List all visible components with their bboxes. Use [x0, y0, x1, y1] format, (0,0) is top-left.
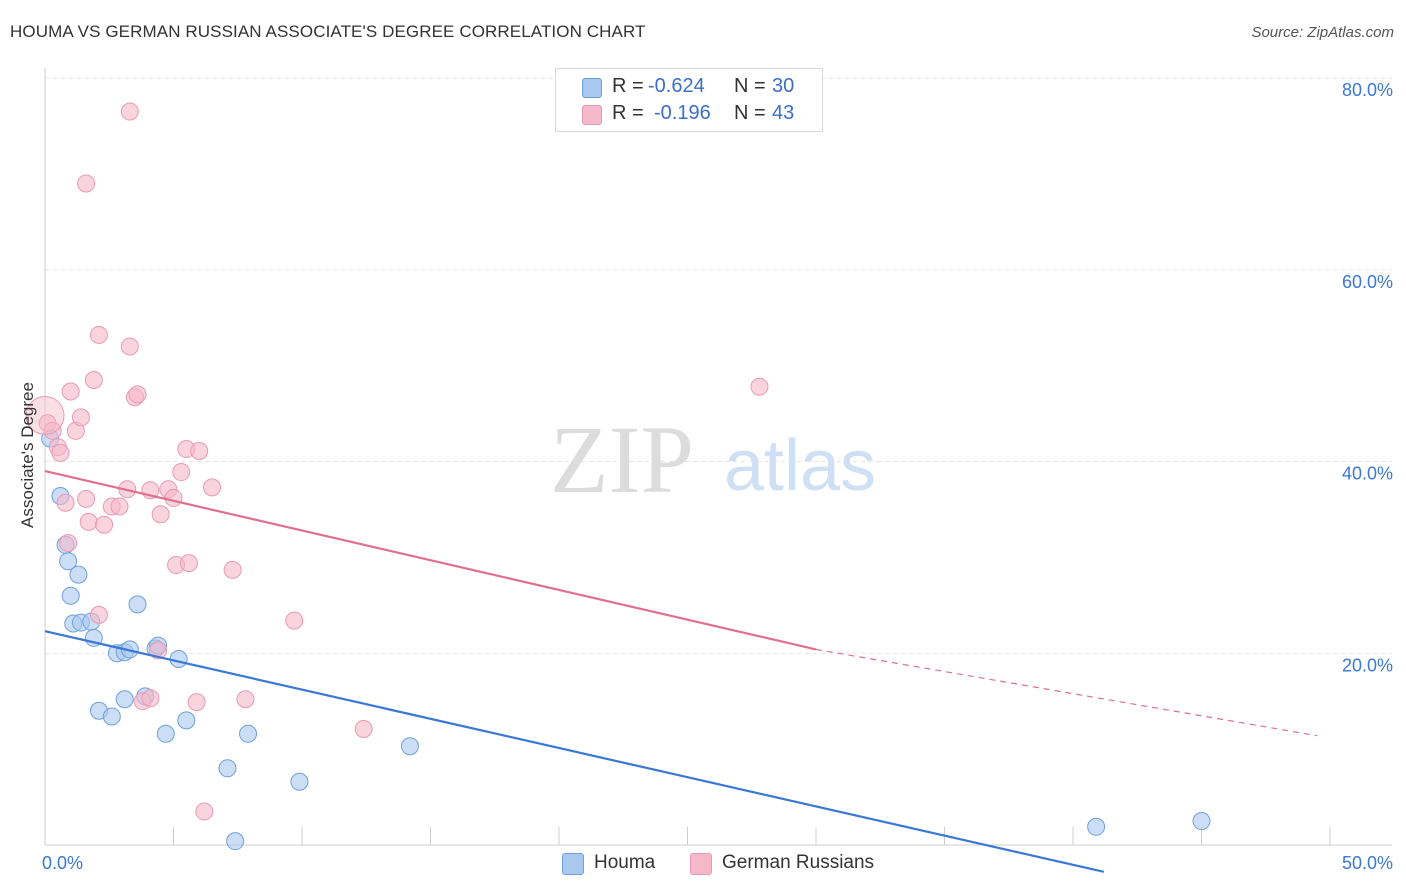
houma-point [59, 552, 78, 571]
houma-point [239, 724, 258, 743]
german-russians-point [51, 443, 70, 462]
bottom-legend-label: German Russians [722, 852, 875, 873]
german-russians-point [187, 693, 206, 712]
chart-title: HOUMA VS GERMAN RUSSIAN ASSOCIATE'S DEGR… [10, 22, 646, 41]
n-label: N = [734, 75, 766, 97]
german-russians-point [71, 408, 90, 427]
y-tick-label: 80.0% [1342, 80, 1393, 100]
houma-point [218, 759, 237, 778]
german-russians-point [79, 512, 98, 531]
houma-point [69, 565, 88, 584]
watermark-atlas: atlas [724, 426, 876, 506]
r-label: R = [612, 102, 644, 124]
legend-row-german-russians: R = -0.196 N = 43 [556, 100, 822, 126]
houma-point [400, 737, 419, 756]
german-russians-point [354, 719, 373, 738]
houma-point [290, 772, 309, 791]
german-russians-point [95, 515, 114, 534]
houma-point [169, 650, 188, 669]
watermark-zip: ZIP [550, 406, 694, 513]
legend-swatch-houma [582, 78, 602, 98]
german-russians-point [89, 605, 108, 624]
legend-row-houma: R = -0.624 N = 30 [556, 73, 822, 99]
trend-lines [44, 470, 1318, 873]
german-russians-point [59, 533, 78, 552]
grid-lines [45, 77, 1392, 654]
y-tick-label: 40.0% [1342, 464, 1393, 484]
german-russians-point [750, 377, 769, 396]
r-value: -0.624 [648, 75, 705, 97]
german-russians-point [172, 463, 191, 482]
german-russians-point [77, 174, 96, 193]
stats-legend: R = -0.624 N = 30 R = -0.196 N = 43 [555, 68, 823, 132]
german-russians-point [141, 689, 160, 708]
x-tick-label: 0.0% [42, 853, 83, 873]
y-tick-label: 20.0% [1342, 655, 1393, 675]
houma-point [177, 711, 196, 730]
german-russians-point [236, 690, 255, 709]
german-russians-point [223, 560, 242, 579]
german-russians-point [128, 385, 147, 404]
bottom-legend-swatch-german-russians [690, 853, 712, 875]
german-russians-trend-line-extension [815, 648, 1318, 737]
german-russians-point [56, 493, 75, 512]
german-russians-point [43, 421, 62, 440]
houma-trend-line [44, 630, 1105, 873]
y-axis-label: Associate's Degree [18, 382, 37, 528]
german-russians-point [285, 611, 304, 630]
houma-point [1087, 817, 1106, 836]
bottom-legend-label: Houma [594, 852, 656, 873]
n-label: N = [734, 102, 766, 124]
houma-point [128, 595, 147, 614]
houma-point [1192, 812, 1211, 831]
german-russians-trend-line [44, 470, 817, 651]
german-russians-point [149, 641, 168, 660]
german-russians-point [25, 395, 65, 435]
axes [44, 68, 1392, 846]
german-russians-point [151, 505, 170, 524]
data-points [25, 102, 1211, 851]
german-russians-point [120, 102, 139, 121]
german-russians-point [89, 325, 108, 344]
german-russians-point [195, 802, 214, 821]
houma-point [61, 586, 80, 605]
german-russians-point [203, 478, 222, 497]
houma-point [102, 707, 121, 726]
source-label: Source: ZipAtlas.com [1251, 24, 1394, 41]
german-russians-point [190, 441, 209, 460]
german-russians-point [84, 371, 103, 390]
n-value: 43 [772, 102, 795, 124]
x-tick-label: 50.0% [1342, 853, 1393, 873]
legend-swatch-german-russians [582, 105, 602, 125]
german-russians-point [120, 337, 139, 356]
tick-labels: 20.0% 40.0% 60.0% 80.0% 0.0% 50.0% [42, 80, 1393, 873]
n-value: 30 [772, 75, 795, 97]
r-value: -0.196 [654, 102, 711, 124]
german-russians-point [61, 382, 80, 401]
german-russians-point [179, 554, 198, 573]
german-russians-point [77, 489, 96, 508]
bottom-legend-swatch-houma [562, 853, 584, 875]
y-tick-label: 60.0% [1342, 272, 1393, 292]
houma-point [156, 724, 175, 743]
german-russians-point [164, 488, 183, 507]
houma-point [115, 690, 134, 709]
houma-point [226, 832, 245, 851]
r-label: R = [612, 75, 644, 97]
german-russians-point [110, 497, 129, 516]
